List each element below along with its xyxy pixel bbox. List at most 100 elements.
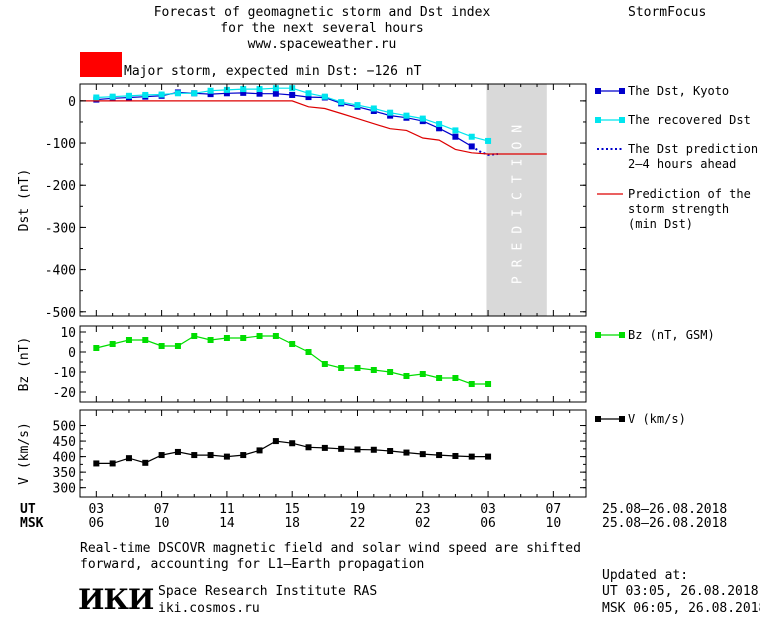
iki-logo: ИКИ xyxy=(78,583,154,616)
y-tick-label: -300 xyxy=(45,221,76,236)
y-tick-label: -400 xyxy=(45,264,76,279)
the-recovered-dst-point xyxy=(125,92,132,99)
bz-nt-gsm--point xyxy=(305,349,312,355)
the-recovered-dst-point xyxy=(305,90,312,97)
msk-tick-label: 10 xyxy=(153,516,170,531)
ut-tick-label: 11 xyxy=(219,502,235,517)
v-km-s--point xyxy=(191,452,198,459)
legend-swatch-dst-recovered-marker xyxy=(595,117,601,123)
v-km-s--point xyxy=(305,444,312,451)
bz-nt-gsm--point xyxy=(223,335,230,341)
the-dst-kyoto-point xyxy=(223,90,230,97)
bz-nt-gsm--point xyxy=(370,367,377,373)
legend-storm-prediction: Prediction of the xyxy=(628,187,751,201)
v-km-s--point xyxy=(419,451,426,458)
the-recovered-dst-point xyxy=(419,115,426,122)
the-dst-kyoto-point xyxy=(436,125,443,132)
bz-nt-gsm--point xyxy=(338,365,345,371)
bz-nt-gsm--point xyxy=(142,337,149,343)
the-recovered-dst-point xyxy=(403,112,410,119)
legend-swatch-bz-marker xyxy=(595,332,601,338)
institute-name: Space Research Institute RAS xyxy=(158,584,378,599)
msk-tick-label: 10 xyxy=(545,516,562,531)
y-tick-label: -200 xyxy=(45,179,76,194)
the-dst-kyoto-point xyxy=(240,89,247,96)
legend-swatch-dst-kyoto-marker xyxy=(619,88,625,94)
ut-tick-label: 07 xyxy=(545,502,562,517)
v-km-s--point xyxy=(338,445,345,452)
bz-nt-gsm--point xyxy=(191,333,198,339)
plot-frame xyxy=(79,325,587,403)
plot-frame xyxy=(79,83,587,317)
bz-nt-gsm--point xyxy=(272,333,279,339)
the-recovered-dst-point xyxy=(142,91,149,98)
v-km-s--point xyxy=(387,448,394,455)
v-km-s--point xyxy=(452,452,459,459)
legend-storm-prediction-l3: (min Dst) xyxy=(628,217,694,231)
updated-msk: MSK 06:05, 26.08.2018 xyxy=(602,601,760,616)
y-axis-label: Dst (nT) xyxy=(17,169,32,232)
prediction-of-the-storm-strength-line xyxy=(80,100,547,155)
legend-swatch-v-marker xyxy=(619,416,625,422)
the-dst-kyoto-point xyxy=(289,91,296,98)
v-km-s--point xyxy=(403,449,410,456)
y-tick-label: 0 xyxy=(68,346,76,361)
ut-tick-label: 03 xyxy=(480,502,496,517)
note-line1: Real-time DSCOVR magnetic field and sola… xyxy=(80,541,581,556)
y-tick-label: 400 xyxy=(53,451,76,466)
v-km-s--point xyxy=(158,452,165,459)
legend-storm-prediction-l2: storm strength xyxy=(628,202,730,216)
bz-nt-gsm--point xyxy=(436,375,443,381)
the-recovered-dst-point xyxy=(93,94,100,101)
the-recovered-dst-point xyxy=(452,127,459,134)
legend-swatch-v-marker xyxy=(595,416,601,422)
msk-date-range: 25.08–26.08.2018 xyxy=(602,516,728,531)
the-recovered-dst-point xyxy=(338,99,345,106)
legend-dst-recovered: The recovered Dst xyxy=(628,113,751,127)
the-recovered-dst-point xyxy=(272,85,279,92)
the-recovered-dst-point xyxy=(436,121,443,128)
msk-tick-label: 02 xyxy=(414,516,431,531)
bz-nt-gsm--point xyxy=(387,369,394,375)
legend-dst-kyoto: The Dst, Kyoto xyxy=(628,84,730,98)
msk-tick-label: 22 xyxy=(349,516,366,531)
ut-tick-label: 03 xyxy=(88,502,105,517)
ut-tick-label: 19 xyxy=(349,502,366,517)
bz-nt-gsm--point xyxy=(354,365,361,371)
site-url[interactable]: www.spaceweather.ru xyxy=(247,37,397,52)
title-line2: for the next several hours xyxy=(220,21,424,36)
v-km-s--point xyxy=(468,453,475,460)
plot-frame xyxy=(79,409,587,498)
the-recovered-dst-point xyxy=(158,91,165,98)
legend-bz: Bz (nT, GSM) xyxy=(628,328,715,342)
ut-tick-label: 15 xyxy=(284,502,301,517)
the-recovered-dst-point xyxy=(321,93,328,100)
bz-nt-gsm--point xyxy=(125,337,132,343)
v-km-s--point xyxy=(240,452,247,459)
bz-nt-gsm--point xyxy=(468,381,475,387)
brand-name: StormFocus xyxy=(628,5,707,20)
bz-nt-gsm--point xyxy=(403,373,410,379)
legend-swatch-dst-kyoto-marker xyxy=(595,88,601,94)
bz-nt-gsm--point xyxy=(419,371,426,377)
bz-nt-gsm--point xyxy=(289,341,296,347)
y-tick-label: 10 xyxy=(60,326,76,341)
storm-color-indicator xyxy=(80,52,122,77)
y-tick-label: 300 xyxy=(53,482,76,497)
the-recovered-dst-point xyxy=(174,90,181,97)
bz-nt-gsm--point xyxy=(256,333,263,339)
v-km-s--point xyxy=(142,459,149,466)
v-km-s--point xyxy=(289,440,296,447)
bz-nt-gsm--point xyxy=(240,335,247,341)
v-km-s--point xyxy=(109,460,116,467)
prediction-label: PREDICTION xyxy=(511,116,526,284)
y-tick-label: -500 xyxy=(45,306,76,321)
bz-nt-gsm--point xyxy=(174,343,181,349)
y-tick-label: 450 xyxy=(53,435,76,450)
legend-swatch-dst-recovered-marker xyxy=(619,117,625,123)
v-km-s--point xyxy=(207,452,214,459)
y-axis-label: Bz (nT) xyxy=(17,337,32,392)
the-dst-kyoto-point xyxy=(207,91,214,98)
the-recovered-dst-point xyxy=(191,90,198,97)
institute-site[interactable]: iki.cosmos.ru xyxy=(158,601,260,616)
